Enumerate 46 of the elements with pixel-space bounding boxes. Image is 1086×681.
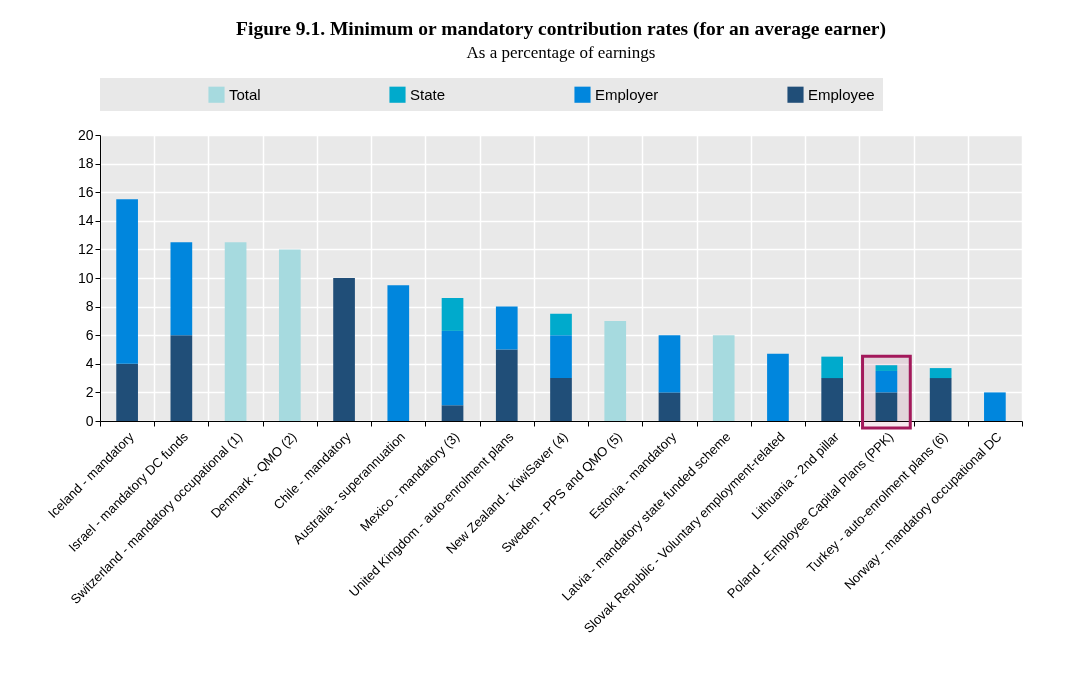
y-tick-label: 0 bbox=[85, 412, 94, 429]
bar bbox=[333, 278, 355, 421]
bar bbox=[875, 365, 898, 371]
legend-label: State bbox=[410, 85, 446, 103]
bar bbox=[550, 378, 572, 421]
bar bbox=[712, 335, 735, 421]
y-tick-label: 14 bbox=[77, 212, 94, 229]
chart-subtitle: As a percentage of earnings bbox=[466, 43, 656, 62]
y-tick-label: 18 bbox=[77, 155, 94, 172]
bar bbox=[929, 368, 952, 379]
bar bbox=[767, 353, 789, 421]
bar bbox=[495, 306, 518, 350]
legend-label: Total bbox=[229, 85, 261, 103]
bar bbox=[170, 335, 193, 421]
y-tick-label: 20 bbox=[77, 126, 94, 143]
y-tick-label: 8 bbox=[85, 298, 94, 315]
y-tick-label: 16 bbox=[77, 183, 94, 200]
bar bbox=[821, 378, 844, 421]
bar bbox=[658, 335, 681, 393]
bar bbox=[550, 335, 572, 379]
bar bbox=[550, 313, 572, 336]
bar bbox=[224, 242, 247, 421]
chart-title: Figure 9.1. Minimum or mandatory contribution rates (for an average earner) bbox=[236, 17, 886, 40]
y-tick-label: 6 bbox=[85, 326, 94, 343]
legend-label: Employer bbox=[595, 85, 659, 103]
bar bbox=[875, 370, 898, 393]
legend-label: Employee bbox=[808, 85, 875, 103]
bar bbox=[441, 298, 464, 331]
bar bbox=[875, 392, 898, 421]
bar bbox=[387, 285, 410, 421]
bar bbox=[278, 249, 301, 421]
bar bbox=[929, 378, 952, 421]
y-tick-label: 10 bbox=[77, 269, 94, 286]
y-tick-label: 12 bbox=[77, 240, 94, 257]
bar bbox=[116, 199, 138, 364]
bar bbox=[658, 392, 681, 421]
y-tick-label: 2 bbox=[85, 383, 94, 400]
bar bbox=[984, 392, 1006, 421]
bar bbox=[441, 330, 464, 406]
bar bbox=[495, 349, 518, 421]
bar bbox=[116, 363, 138, 421]
y-tick-label: 4 bbox=[85, 355, 94, 372]
bar bbox=[170, 242, 193, 336]
bar bbox=[821, 356, 844, 379]
bar bbox=[604, 320, 627, 421]
bar bbox=[441, 405, 464, 421]
